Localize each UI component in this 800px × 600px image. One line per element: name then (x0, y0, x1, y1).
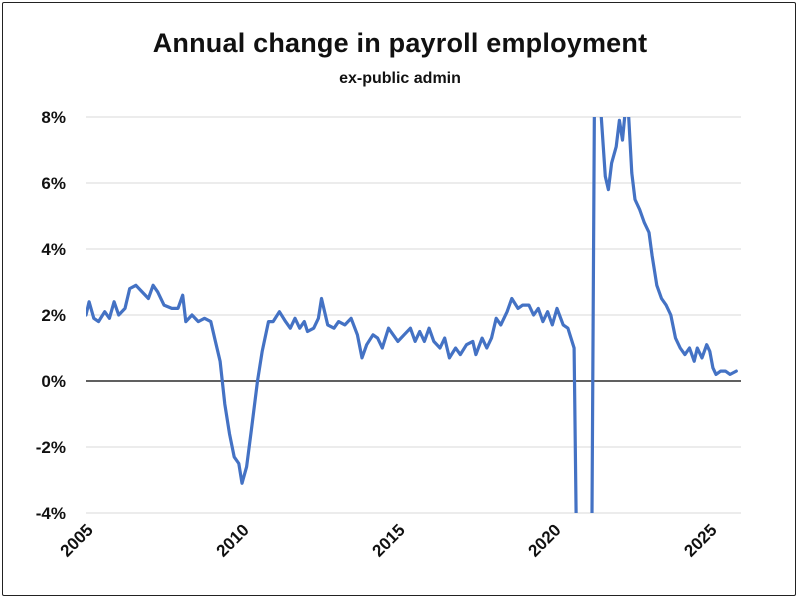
y-tick-labels: -4% -2% 0% 2% 4% 6% 8% (36, 108, 66, 523)
y-tick-label: 6% (41, 174, 66, 193)
grid-lines (86, 116, 741, 514)
x-tick-labels: 2005 2010 2015 2020 2025 (57, 520, 721, 560)
x-tick-label: 2010 (213, 520, 253, 560)
y-tick-label: 8% (41, 108, 66, 127)
y-tick-label: -4% (36, 504, 66, 523)
y-tick-label: -2% (36, 438, 66, 457)
y-tick-label: 2% (41, 306, 66, 325)
x-tick-label: 2020 (525, 520, 565, 560)
x-tick-label: 2005 (57, 520, 97, 560)
x-tick-label: 2025 (680, 520, 720, 560)
y-tick-label: 0% (41, 372, 66, 391)
x-tick-label: 2015 (369, 520, 409, 560)
series-layer (86, 117, 738, 513)
series-line (86, 117, 738, 513)
y-tick-label: 4% (41, 240, 66, 259)
chart-title: Annual change in payroll employment (152, 28, 648, 58)
chart-subtitle: ex-public admin (339, 70, 461, 87)
